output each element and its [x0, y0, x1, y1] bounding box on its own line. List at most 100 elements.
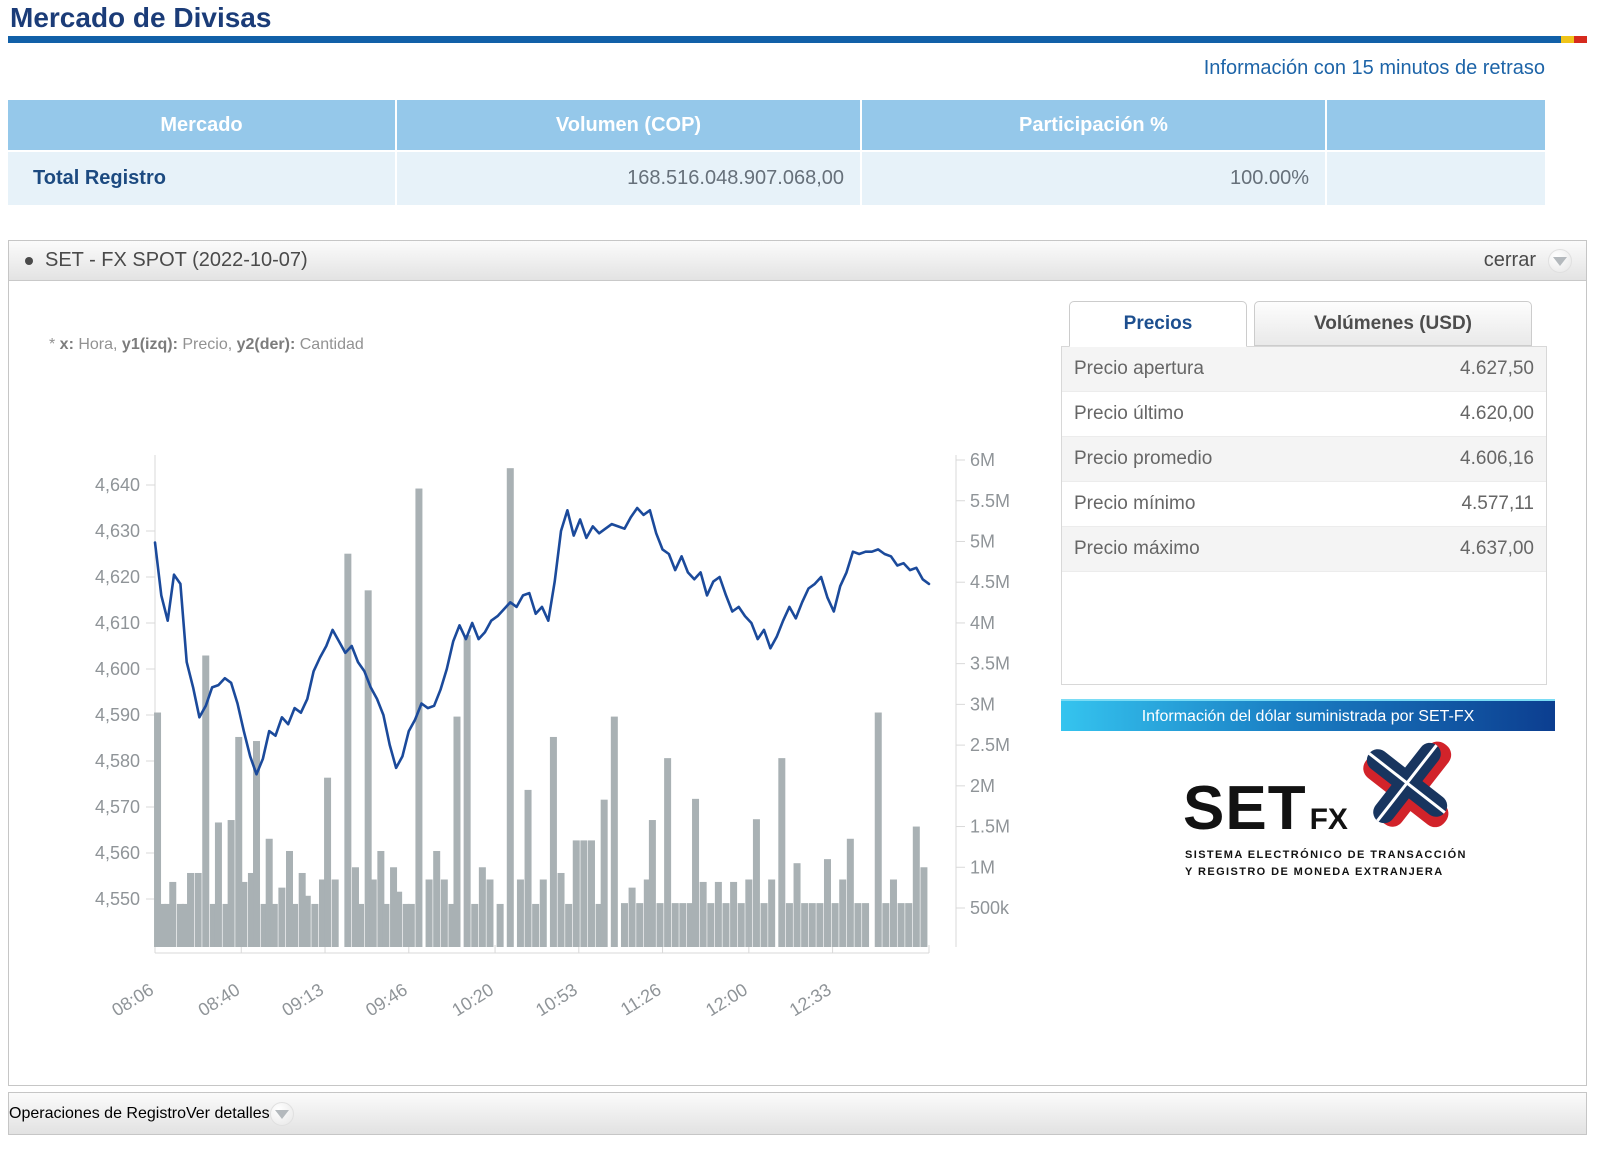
setfx-pinwheel-icon [1363, 741, 1452, 828]
price-row-label: Precio mínimo [1074, 493, 1196, 514]
setfx-brand: SET FX [1183, 773, 1348, 844]
volume-bar [862, 903, 870, 947]
volume-bar [839, 879, 847, 947]
axis-legend-segment: Precio, [177, 336, 237, 353]
ver-detalles-label[interactable]: Ver detalles [185, 1104, 270, 1122]
volume-bar [298, 872, 306, 947]
y-left-tick-label: 4,600 [95, 659, 140, 679]
volume-bar [235, 736, 243, 947]
volume-bar [801, 903, 809, 947]
volume-bar [260, 903, 268, 947]
price-row-label: Precio máximo [1074, 538, 1200, 559]
volume-bar [760, 903, 768, 947]
volume-bar [745, 879, 753, 947]
volume-bar [351, 867, 359, 947]
y-right-tick-label: 3.5M [970, 654, 1010, 674]
y-right-tick-label: 4M [970, 613, 995, 633]
x-axis-tick-label: 12:33 [786, 979, 835, 1020]
x-axis-tick-label: 09:46 [362, 979, 411, 1020]
x-axis-tick-label: 10:20 [448, 979, 497, 1020]
volume-bar [395, 891, 403, 947]
volume-bar [664, 758, 672, 947]
header-empty [1327, 100, 1545, 150]
volume-bar [377, 850, 385, 947]
collapse-button[interactable] [1548, 248, 1572, 273]
y-left-tick-label: 4,580 [95, 751, 140, 771]
tab-volumenes-usd[interactable]: Volúmenes (USD) [1254, 301, 1532, 346]
volume-bar [793, 863, 801, 947]
volume-bar [291, 903, 299, 947]
y-left-tick-label: 4,560 [95, 843, 140, 863]
empty-cell [1327, 152, 1545, 205]
volume-bar [785, 903, 793, 947]
tab-precios[interactable]: Precios [1069, 301, 1247, 347]
volume-bar [730, 881, 738, 947]
page-title: Mercado de Divisas [10, 2, 272, 33]
volume-bar [478, 867, 486, 947]
y-left-tick-label: 4,570 [95, 797, 140, 817]
volume-bar [270, 903, 278, 947]
total-volume-value: 168.516.048.907.068,00 [397, 152, 860, 205]
setfx-brand-sub: FX [1309, 803, 1348, 836]
volume-bar [253, 741, 261, 947]
market-summary-table: Mercado Volumen (COP) Participación % To… [8, 100, 1545, 205]
price-row: Precio máximo 4.637,00 [1062, 527, 1546, 572]
y-right-tick-label: 2.5M [970, 735, 1010, 755]
volume-bar [176, 903, 184, 947]
volume-bar [656, 903, 664, 947]
volume-bar [187, 872, 195, 947]
volume-bar [920, 867, 928, 947]
volume-bar [265, 838, 273, 947]
chevron-down-icon [274, 1110, 289, 1119]
y-right-tick-label: 5M [970, 531, 995, 551]
flag-red-segment [1574, 36, 1587, 43]
price-row-label: Precio último [1074, 403, 1184, 424]
volume-bar [463, 635, 471, 947]
price-row-value: 4.627,50 [1460, 358, 1534, 379]
volume-bar [671, 903, 679, 947]
volume-bar [831, 903, 839, 947]
volume-bar [364, 590, 372, 947]
setfx-info-banner: Información del dólar suministrada por S… [1061, 699, 1555, 731]
setfx-tagline: SISTEMA ELECTRÓNICO DE TRANSACCIÓN Y REG… [1185, 849, 1467, 879]
axis-legend-segment: Hora, [73, 336, 122, 353]
price-box-tabs: Precios Volúmenes (USD) [1061, 301, 1547, 347]
volume-bar [912, 826, 920, 947]
volume-bar [768, 879, 776, 947]
axis-legend-segment: Cantidad [295, 336, 364, 353]
volume-bar [209, 903, 217, 947]
volume-bar [407, 903, 415, 947]
volume-bar [580, 840, 588, 947]
volume-bar [699, 881, 707, 947]
volume-bar [214, 822, 222, 947]
volume-bar [874, 712, 882, 947]
volume-bar [595, 903, 603, 947]
volume-bar [415, 488, 423, 947]
volume-bar [496, 903, 504, 947]
expand-button[interactable] [269, 1101, 294, 1126]
volume-bar [440, 879, 448, 947]
header-volumen: Volumen (COP) [397, 100, 860, 150]
participation-value: 100.00% [862, 152, 1325, 205]
setfx-logo: SET FX SISTEMA ELECTRÓNICO DE TRANSACCIÓ… [1183, 741, 1465, 903]
header-participacion: Participación % [862, 100, 1325, 150]
fx-spot-panel-header: SET - FX SPOT (2022-10-07) cerrar [9, 241, 1586, 281]
price-row: Precio último 4.620,00 [1062, 392, 1546, 437]
volume-bar [344, 553, 352, 947]
x-axis-tick-label: 11:26 [617, 979, 665, 1019]
volume-bar [686, 903, 694, 947]
total-registro-label: Total Registro [8, 152, 395, 205]
price-row: Precio promedio 4.606,16 [1062, 437, 1546, 482]
volume-bar [722, 903, 730, 947]
volume-bar [587, 840, 595, 947]
x-axis-tick-label: 10:53 [532, 979, 581, 1020]
y-left-tick-label: 4,550 [95, 889, 140, 909]
volume-bar [453, 716, 461, 947]
x-axis-tick-label: 08:40 [195, 979, 244, 1020]
delay-notice: Información con 15 minutos de retraso [1203, 57, 1545, 79]
volume-bar [823, 859, 831, 947]
price-row-label: Precio apertura [1074, 358, 1204, 379]
volume-bar [506, 468, 514, 947]
y-right-tick-label: 6M [970, 450, 995, 470]
close-panel-label[interactable]: cerrar [1483, 249, 1536, 271]
